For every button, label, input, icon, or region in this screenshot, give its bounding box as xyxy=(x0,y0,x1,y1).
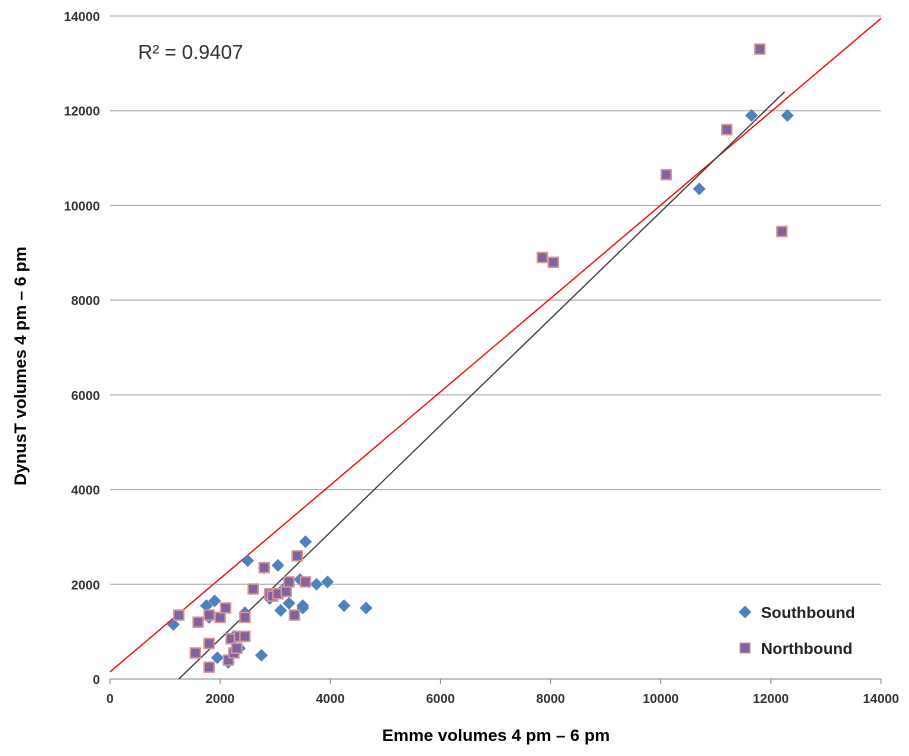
legend-label-southbound: Southbound xyxy=(761,605,855,622)
southbound-point xyxy=(241,554,255,567)
northbound-point xyxy=(192,616,204,628)
southbound-point xyxy=(310,577,323,591)
y-tick-label: 10000 xyxy=(64,198,100,213)
x-tick-label: 10000 xyxy=(643,691,679,706)
y-tick-label: 2000 xyxy=(71,577,100,592)
northbound-point xyxy=(173,609,185,621)
northbound-point xyxy=(288,609,301,621)
r-squared-annotation: R² = 0.9407 xyxy=(138,42,243,64)
southbound-point xyxy=(337,599,351,612)
x-axis-ticks: 0 2000 4000 6000 8000 10000 12000 14000 xyxy=(106,691,899,706)
northbound-point xyxy=(283,576,295,588)
y-tick-label: 12000 xyxy=(64,104,100,119)
x-axis-title: Emme volumes 4 pm – 6 pm xyxy=(382,726,610,745)
gridlines xyxy=(109,15,882,684)
x-tick-label: 12000 xyxy=(753,691,789,706)
x-tick-label: 4000 xyxy=(316,691,345,706)
y-tick-label: 14000 xyxy=(64,9,100,24)
southbound-point xyxy=(359,601,373,615)
y-tick-label: 0 xyxy=(93,672,100,687)
northbound-point xyxy=(299,576,312,588)
x-tick-label: 0 xyxy=(106,691,113,706)
northbound-point xyxy=(239,630,251,643)
northbound-point xyxy=(721,123,733,136)
reference-line xyxy=(109,17,882,673)
y-axis-title: DynusT volumes 4 pm – 6 pm xyxy=(11,246,30,485)
x-tick-label: 2000 xyxy=(206,691,235,706)
trend-lines xyxy=(109,17,882,680)
northbound-point xyxy=(239,611,251,624)
southbound-point xyxy=(692,182,706,196)
legend: Southbound Northbound xyxy=(738,605,855,658)
northbound-point xyxy=(280,585,292,598)
x-tick-label: 6000 xyxy=(426,691,455,706)
southbound-point xyxy=(271,558,285,572)
southbound-point xyxy=(299,535,312,549)
northbound-point xyxy=(189,647,202,659)
y-tick-label: 6000 xyxy=(71,388,100,403)
northbound-point xyxy=(291,550,303,562)
legend-marker-northbound xyxy=(739,642,751,654)
northbound-point xyxy=(258,561,270,574)
southbound-point xyxy=(255,648,268,662)
southbound-point xyxy=(321,575,334,589)
legend-marker-southbound xyxy=(738,605,752,619)
y-tick-label: 8000 xyxy=(71,293,100,308)
northbound-point xyxy=(776,225,788,238)
northbound-point xyxy=(536,251,549,264)
x-tick-label: 14000 xyxy=(863,691,899,706)
northbound-point xyxy=(203,637,215,650)
y-tick-label: 4000 xyxy=(71,483,100,498)
northbound-point xyxy=(219,602,232,614)
northbound-point xyxy=(547,256,560,269)
northbound-point xyxy=(203,609,215,621)
southbound-point xyxy=(282,596,296,610)
northbound-point xyxy=(230,642,243,654)
northbound-point xyxy=(754,43,766,55)
northbound-point xyxy=(660,168,672,181)
x-tick-label: 8000 xyxy=(536,691,565,706)
legend-label-northbound: Northbound xyxy=(761,641,853,658)
legend-item-northbound: Northbound xyxy=(739,641,853,658)
northbound-point xyxy=(247,583,259,595)
legend-item-southbound: Southbound xyxy=(738,605,855,622)
trend-line xyxy=(178,91,786,680)
northbound-point xyxy=(203,661,215,673)
y-axis-ticks: 0 2000 4000 6000 8000 10000 12000 14000 xyxy=(64,9,100,687)
southbound-point xyxy=(274,603,288,617)
northbound-point xyxy=(214,611,226,624)
